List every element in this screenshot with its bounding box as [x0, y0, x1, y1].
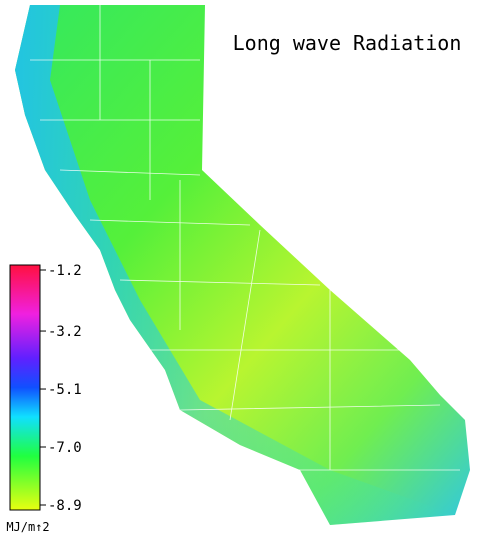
colorbar-tick-label: -5.1	[48, 382, 82, 398]
colorbar-tick-label: -7.0	[48, 440, 82, 456]
colorbar-tick-label: -3.2	[48, 324, 82, 340]
colorbar-tick-label: -1.2	[48, 263, 82, 279]
colorbar-tick-label: -8.9	[48, 498, 82, 514]
colorbar-unit: MJ/m↑2	[6, 520, 49, 534]
map-title: Long wave Radiation	[233, 31, 462, 55]
state-shape	[15, 5, 470, 525]
colorbar-ticks: -1.2 -3.2 -5.1 -7.0 -8.9	[40, 263, 82, 514]
colorbar	[9, 264, 41, 511]
